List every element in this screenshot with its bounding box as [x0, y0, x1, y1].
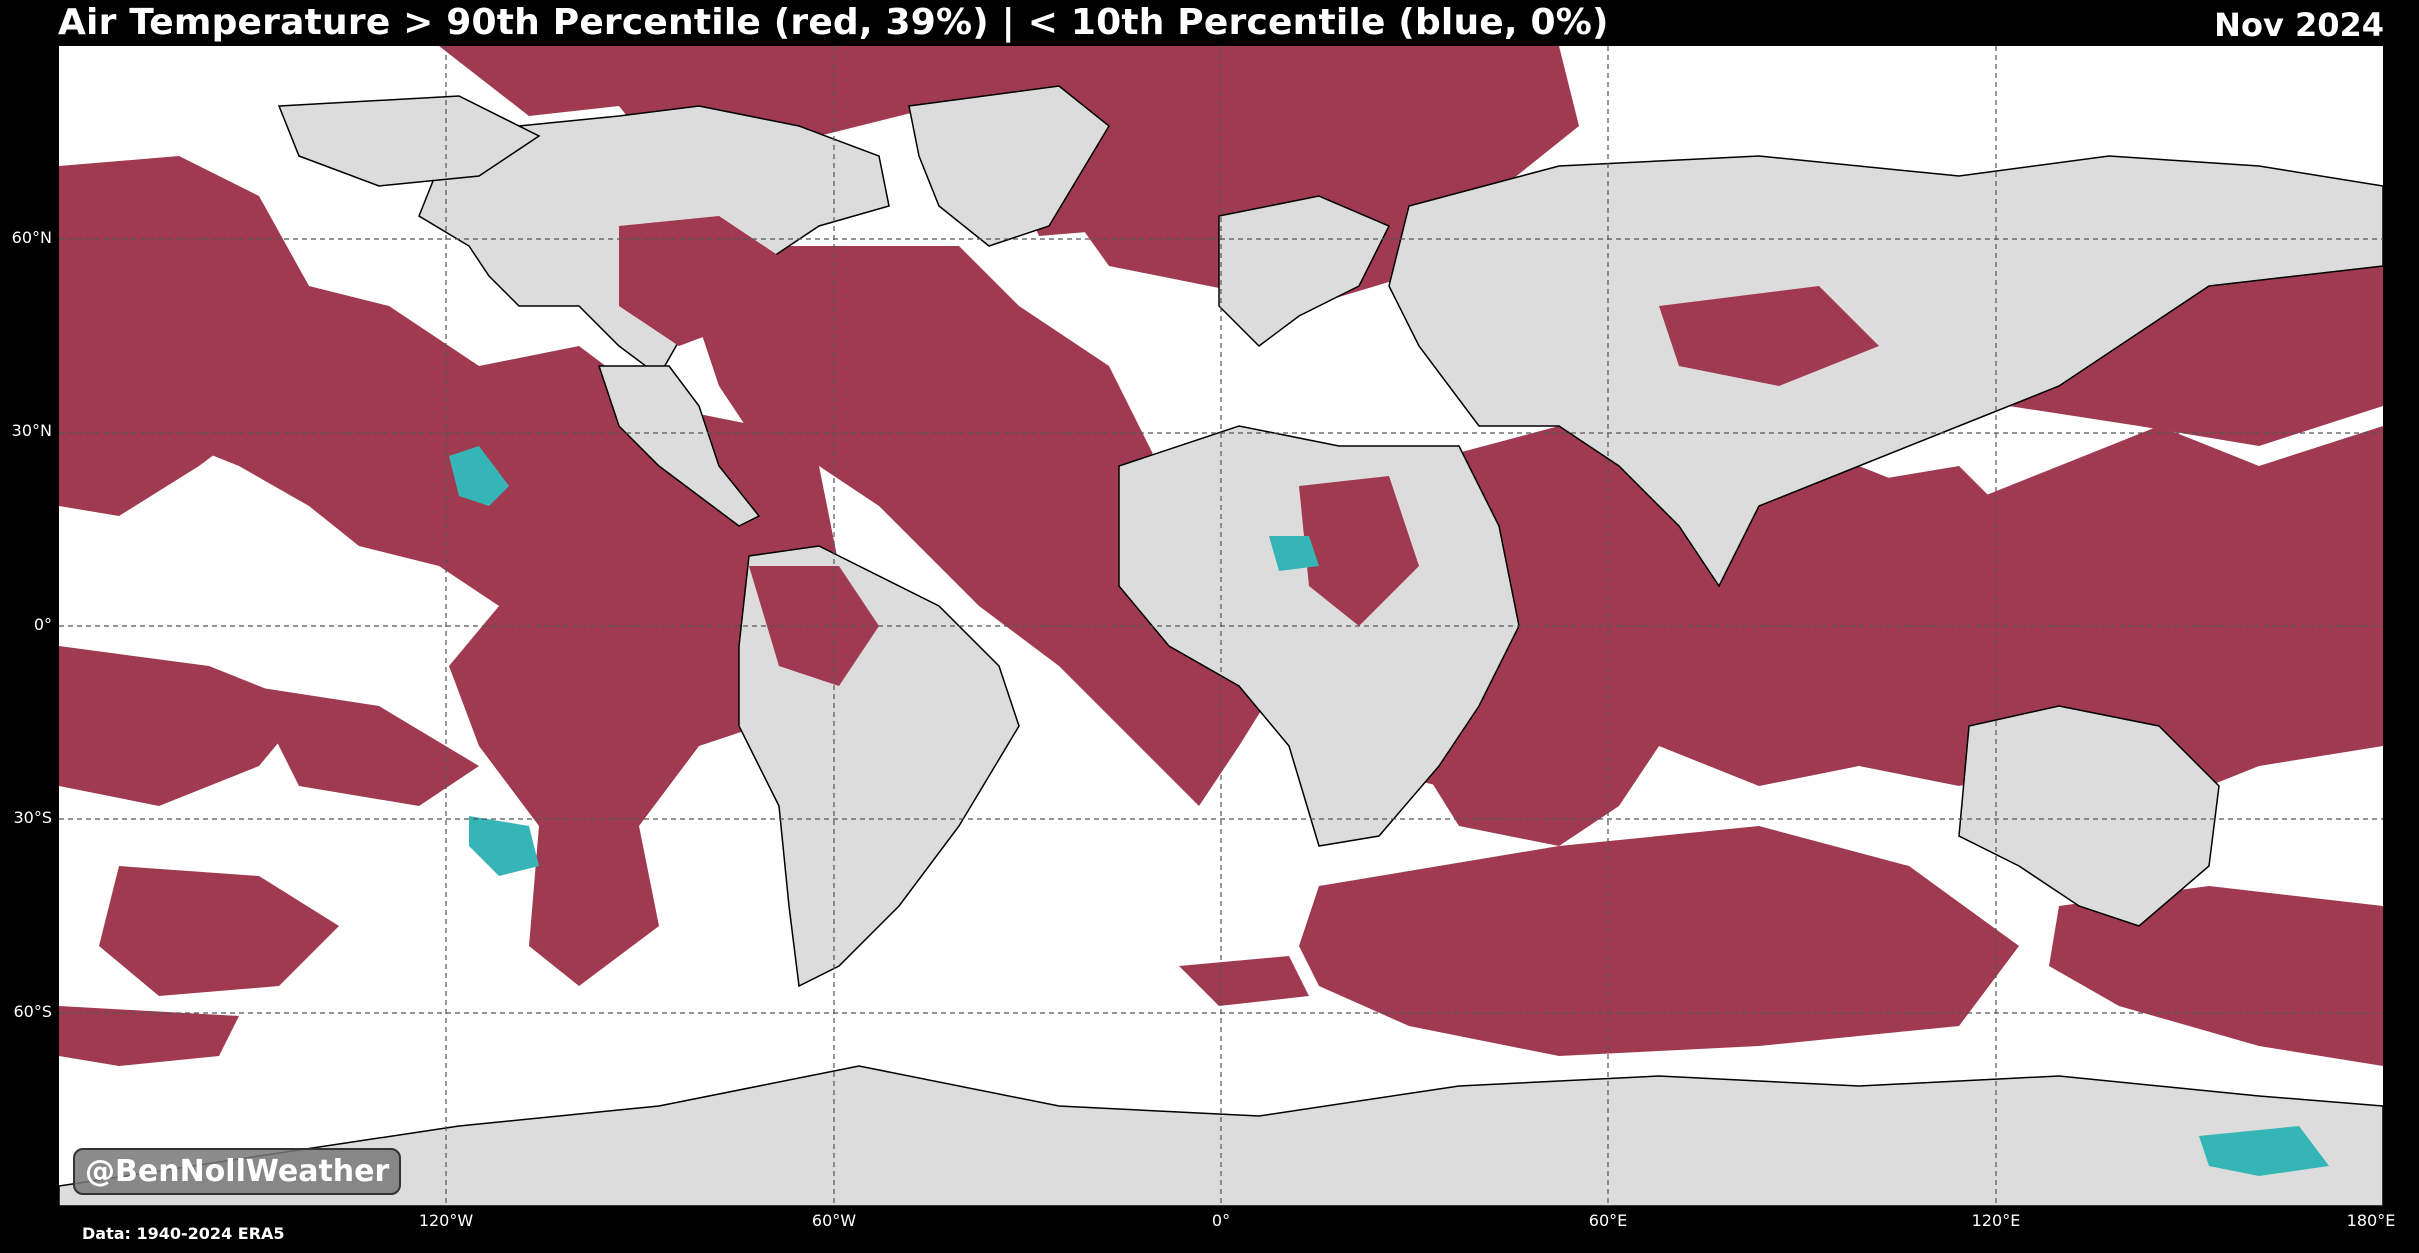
- lat-label-30n: 30°N: [11, 421, 52, 440]
- lat-label-60n: 60°N: [11, 228, 52, 247]
- gridlines: [59, 46, 2383, 1206]
- map-title: Air Temperature > 90th Percentile (red, …: [58, 2, 1609, 43]
- watermark-handle: @BenNollWeather: [73, 1148, 402, 1195]
- lon-label-60w: 60°W: [811, 1211, 857, 1230]
- map-panel: [59, 46, 2383, 1206]
- lat-label-0: 0°: [33, 615, 52, 634]
- warm-land-anomaly: [619, 216, 2019, 686]
- world-map: [59, 46, 2383, 1206]
- lat-label-60s: 60°S: [13, 1002, 52, 1021]
- lat-label-30s: 30°S: [13, 808, 52, 827]
- lon-label-120w: 120°W: [418, 1211, 474, 1230]
- lon-label-120e: 120°E: [1971, 1211, 2021, 1230]
- data-source-note: Data: 1940-2024 ERA5: [82, 1224, 285, 1243]
- lon-label-60e: 60°E: [1588, 1211, 1628, 1230]
- map-date: Nov 2024: [2214, 6, 2384, 44]
- lon-label-0: 0°: [1211, 1211, 1231, 1230]
- lon-label-180e: 180°E: [2346, 1211, 2396, 1230]
- cold-anomaly-areas: [449, 446, 2329, 1176]
